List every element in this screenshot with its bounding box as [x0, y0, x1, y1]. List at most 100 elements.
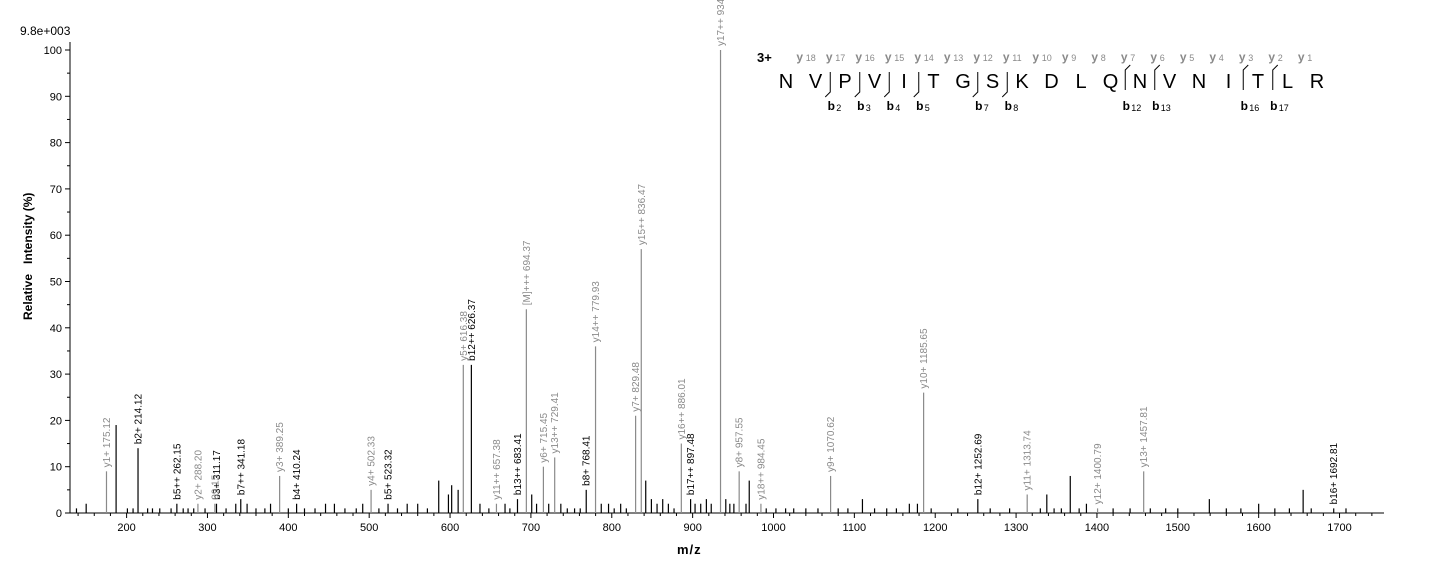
b-ion-cleavage-mark: [824, 72, 831, 98]
y-ion-number: 15: [894, 53, 904, 63]
y-ion-peak-label: y15++ 836.47: [637, 183, 648, 245]
y-ion-peak-label: y2+ 288.20: [193, 450, 204, 500]
b-ion-letter: b: [1123, 99, 1130, 113]
x-tick-label: 400: [279, 522, 297, 534]
y-ion-letter: y: [885, 50, 892, 64]
b-ion-number: 13: [1161, 103, 1171, 113]
y-ion-peak-label: y7+ 829.48: [631, 362, 642, 412]
y-ion-number: 16: [865, 53, 875, 63]
b-ion-letter: b: [828, 99, 835, 113]
y-ion-peak-label: y11++ 657.38: [492, 439, 503, 500]
y-ion-peak-label: y4+ 502.33: [367, 436, 378, 486]
b-ion-peak-label: b8+ 768.41: [582, 435, 593, 486]
y-ion-peak-label: [M]+++ 694.37: [522, 240, 533, 305]
b-ion-letter: b: [1241, 99, 1248, 113]
y-tick-label: 90: [50, 91, 62, 103]
y-ion-letter: y: [1150, 50, 1157, 64]
sequence-residue: S: [986, 71, 999, 93]
y-ion-number: 14: [924, 53, 934, 63]
y-ion-letter: y: [973, 50, 980, 64]
x-tick-label: 1400: [1085, 522, 1109, 534]
y-tick-label: 50: [50, 277, 62, 289]
y-ion-peak-label: y16++ 886.01: [677, 378, 688, 440]
sequence-residue: I: [1226, 71, 1232, 93]
y-ion-peak-label: y10+ 1185.65: [919, 328, 930, 389]
y-ion-peak-label: y13+ 1457.81: [1139, 406, 1150, 467]
b-ion-peak-label: b12+ 1252.69: [973, 433, 984, 495]
b-ion-letter: b: [975, 99, 982, 113]
y-tick-label: 20: [50, 415, 62, 427]
b-ion-letter: b: [1152, 99, 1159, 113]
y-ion-number: 2: [1278, 53, 1283, 63]
b-ion-cleavage-mark: [883, 72, 890, 98]
y-ion-peak-label: y9+ 1070.62: [826, 416, 837, 472]
y-ion-cleavage-mark: [1242, 64, 1249, 90]
y-ion-cleavage-mark: [1124, 64, 1131, 90]
sequence-residue: V: [1163, 71, 1177, 93]
x-tick-label: 300: [198, 522, 216, 534]
y-tick-label: 100: [44, 45, 62, 57]
y-ion-peak-label: y13++ 729.41: [550, 392, 561, 454]
x-axis-title: m/z: [677, 542, 702, 557]
y-ion-letter: y: [1032, 50, 1039, 64]
sequence-residue: T: [927, 71, 939, 93]
y-ion-letter: y: [826, 50, 833, 64]
sequence-residue: L: [1282, 71, 1293, 93]
y-ion-peak-label: y8+ 957.55: [735, 417, 746, 467]
b-ion-peak-label: b5+ 523.32: [384, 449, 395, 500]
b-ion-cleavage-mark: [1001, 72, 1008, 98]
sequence-residue: Q: [1103, 71, 1119, 93]
b-ion-number: 12: [1131, 103, 1141, 113]
y-ion-letter: y: [1209, 50, 1216, 64]
y-ion-letter: y: [855, 50, 862, 64]
y-ion-letter: y: [944, 50, 951, 64]
y-ion-letter: y: [1003, 50, 1010, 64]
y-tick-label: 80: [50, 138, 62, 150]
y-ion-letter: y: [1298, 50, 1305, 64]
b-ion-cleavage-mark: [854, 72, 861, 98]
sequence-residue: P: [838, 71, 851, 93]
x-tick-label: 1700: [1327, 522, 1351, 534]
sequence-residue: R: [1310, 71, 1324, 93]
b-ion-peak-label: b5++ 262.15: [172, 443, 183, 500]
y-ion-number: 4: [1219, 53, 1224, 63]
sequence-residue: N: [1133, 71, 1147, 93]
y-tick-label: 0: [56, 508, 62, 520]
y-ion-number: 3: [1248, 53, 1253, 63]
y-ion-peak-label: y5+ 616.38: [459, 311, 470, 361]
x-tick-label: 1000: [761, 522, 785, 534]
x-tick-label: 500: [360, 522, 378, 534]
y-ion-cleavage-mark: [1154, 64, 1161, 90]
y-ion-number: 12: [983, 53, 993, 63]
sequence-residue: L: [1075, 71, 1086, 93]
y-ion-peak-label: y12+ 1400.79: [1093, 443, 1104, 504]
y-ion-peak-label: y18++ 984.45: [756, 438, 767, 500]
y-ion-number: 9: [1071, 53, 1076, 63]
y-tick-label: 40: [50, 323, 62, 335]
y-ion-number: 7: [1130, 53, 1135, 63]
y-tick-label: 30: [50, 369, 62, 381]
b-ion-letter: b: [857, 99, 864, 113]
b-ion-number: 2: [836, 103, 841, 113]
b-ion-number: 8: [1013, 103, 1018, 113]
x-tick-label: 1300: [1004, 522, 1028, 534]
y-ion-number: 1: [1307, 53, 1312, 63]
y-ion-letter: y: [1091, 50, 1098, 64]
max-intensity-label: 9.8e+003: [20, 24, 71, 38]
y-tick-label: 10: [50, 462, 62, 474]
y-ion-letter: y: [1180, 50, 1187, 64]
b-ion-peak-label: b12++ 626.37: [467, 299, 478, 361]
b-ion-letter: b: [1005, 99, 1012, 113]
sequence-residue: N: [1192, 71, 1206, 93]
sequence-residue: D: [1044, 71, 1058, 93]
b-ion-peak-label: b2+ 214.12: [134, 393, 145, 444]
x-tick-label: 700: [522, 522, 540, 534]
y-ion-peak-label: 09.15: [210, 474, 221, 499]
b-ion-letter: b: [887, 99, 894, 113]
y-ion-peak-label: y3+ 389.25: [275, 422, 286, 472]
y-ion-number: 8: [1101, 53, 1106, 63]
y-ion-letter: y: [1239, 50, 1246, 64]
x-tick-label: 800: [603, 522, 621, 534]
